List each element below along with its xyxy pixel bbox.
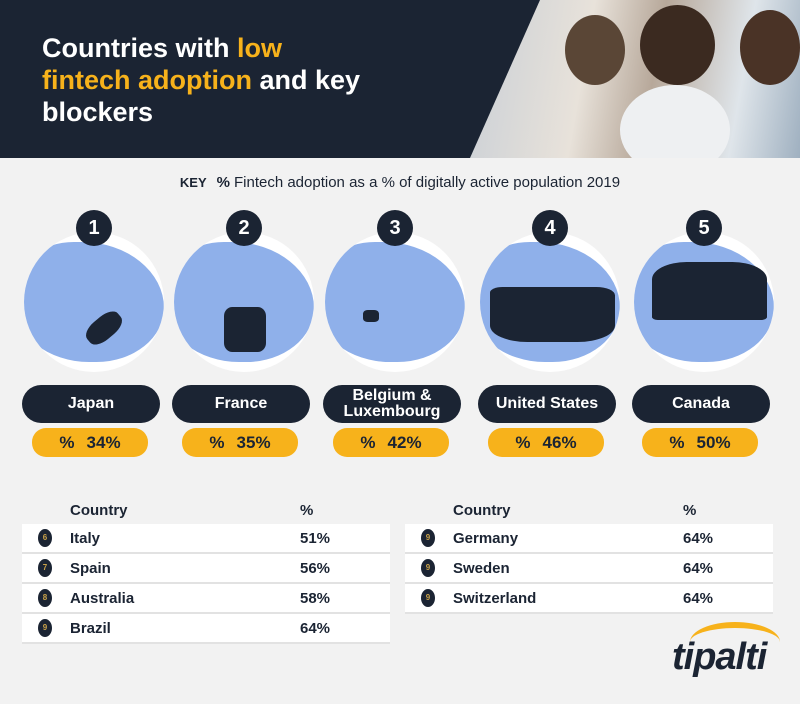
- percent-icon: %: [515, 432, 531, 452]
- country-name-pill: Japan: [22, 385, 160, 423]
- rank-badge: 8: [38, 589, 52, 607]
- country-name-pill: France: [172, 385, 310, 423]
- percent-icon: %: [360, 432, 376, 452]
- key-legend: KEY% Fintech adoption as a % of digitally…: [179, 174, 621, 191]
- logo-arc: [690, 622, 780, 662]
- rank-badge: 9: [421, 529, 435, 547]
- country-name-pill: Belgium & Luxembourg: [323, 385, 461, 423]
- table-right: Country% 9 Germany 64% 9 Sweden 64% 9 Switzerla…: [405, 496, 773, 614]
- adoption-value-pill: % 34%: [32, 428, 148, 457]
- adoption-value: 64%: [300, 619, 331, 637]
- highlighted-country: [224, 307, 266, 352]
- country-name: Germany: [453, 529, 519, 547]
- adoption-value: 58%: [300, 589, 331, 607]
- table-row: 9 Germany 64%: [405, 524, 773, 554]
- rank-badge: 4: [532, 210, 568, 246]
- table-row: 8 Australia 58%: [22, 584, 390, 614]
- adoption-value: 64%: [683, 589, 714, 607]
- highlighted-country: [363, 310, 379, 322]
- adoption-value-pill: % 50%: [642, 428, 758, 457]
- percent-icon: %: [59, 432, 75, 452]
- percent-icon: %: [216, 174, 230, 191]
- rank-badge: 1: [76, 210, 112, 246]
- page-title: Countries with low fintech adoption and …: [42, 33, 361, 127]
- country-name: Brazil: [70, 619, 111, 637]
- rank-badge: 2: [226, 210, 262, 246]
- percent-icon: %: [209, 432, 225, 452]
- rank-badge: 7: [38, 559, 52, 577]
- tipalti-logo: tipalti: [672, 636, 767, 678]
- adoption-value-pill: % 46%: [488, 428, 604, 457]
- map-globe: [480, 232, 620, 372]
- percent-icon: %: [669, 432, 685, 452]
- adoption-value: 51%: [300, 529, 331, 547]
- country-name: Italy: [70, 529, 101, 547]
- table-row: 9 Brazil 64%: [22, 614, 390, 644]
- adoption-value: 64%: [683, 559, 714, 577]
- map-globe: [325, 232, 465, 372]
- map-globe: [174, 232, 314, 372]
- table-row: 6 Italy 51%: [22, 524, 390, 554]
- country-name-pill: Canada: [632, 385, 770, 423]
- header-banner: Countries with low fintech adoption and …: [0, 0, 800, 158]
- rank-badge: 3: [377, 210, 413, 246]
- rank-badge: 5: [686, 210, 722, 246]
- map-globe: [634, 232, 774, 372]
- map-globe: [24, 232, 164, 372]
- rank-badge: 6: [38, 529, 52, 547]
- highlighted-country: [652, 262, 767, 320]
- rank-badge: 9: [421, 589, 435, 607]
- country-name: Australia: [70, 589, 135, 607]
- adoption-value: 64%: [683, 529, 714, 547]
- country-name: Sweden: [453, 559, 510, 577]
- adoption-value: 56%: [300, 559, 331, 577]
- percent-icon: %: [683, 501, 697, 519]
- table-row: 9 Switzerland 64%: [405, 584, 773, 614]
- adoption-value-pill: % 42%: [333, 428, 449, 457]
- country-name-pill: United States: [478, 385, 616, 423]
- rank-badge: 9: [421, 559, 435, 577]
- highlighted-country: [490, 287, 615, 342]
- table-row: 7 Spain 56%: [22, 554, 390, 584]
- country-name: Switzerland: [453, 589, 537, 607]
- adoption-value-pill: % 35%: [182, 428, 298, 457]
- rank-badge: 9: [38, 619, 52, 637]
- percent-icon: %: [300, 501, 314, 519]
- country-name: Spain: [70, 559, 111, 577]
- table-left: Country% 6 Italy 51% 7 Spain 56% 8 Australia 58%…: [22, 496, 390, 644]
- header-photo: [470, 0, 800, 158]
- table-row: 9 Sweden 64%: [405, 554, 773, 584]
